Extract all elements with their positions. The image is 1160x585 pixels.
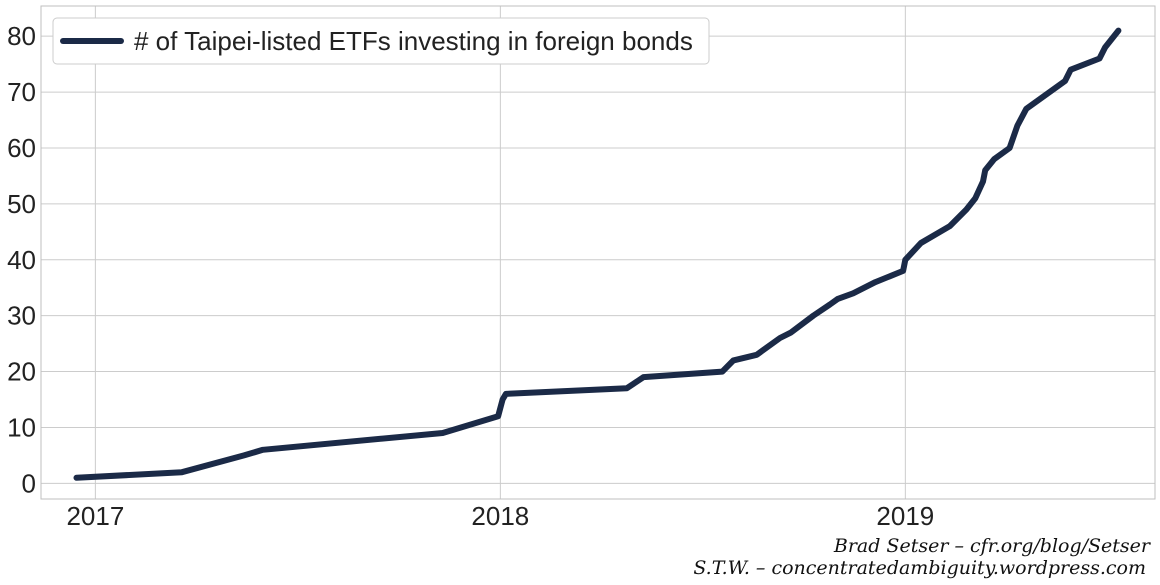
y-tick-label: 10 [7, 412, 36, 442]
grid-layer [41, 6, 1155, 499]
y-tick-label: 0 [22, 468, 36, 498]
y-tick-label: 60 [7, 133, 36, 163]
y-tick-label: 80 [7, 21, 36, 51]
y-tick-label: 40 [7, 245, 36, 275]
credit-line-2: S.T.W. – concentratedambiguity.wordpress… [693, 557, 1146, 579]
y-tick-label: 50 [7, 189, 36, 219]
y-tick-label: 30 [7, 301, 36, 331]
x-tick-labels: 2017 2018 2019 [66, 501, 934, 531]
y-tick-label: 20 [7, 357, 36, 387]
series-layer [73, 27, 1122, 481]
legend: # of Taipei-listed ETFs investing in for… [52, 17, 710, 65]
y-tick-label: 70 [7, 77, 36, 107]
series-line [73, 27, 1122, 481]
legend-label: # of Taipei-listed ETFs investing in for… [134, 26, 693, 56]
credit-line-1: Brad Setser – cfr.org/blog/Setser [833, 535, 1150, 557]
plot-frame [40, 5, 1156, 500]
x-tick-label: 2017 [66, 501, 124, 531]
y-tick-labels: 0 10 20 30 40 50 60 70 80 [7, 21, 36, 498]
x-tick-label: 2019 [876, 501, 934, 531]
x-tick-label: 2018 [471, 501, 529, 531]
legend-box [52, 17, 710, 65]
